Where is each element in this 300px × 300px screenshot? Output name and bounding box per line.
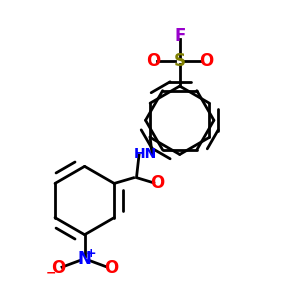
- Text: F: F: [174, 27, 185, 45]
- Text: S: S: [174, 52, 186, 70]
- Text: −: −: [46, 267, 56, 280]
- Text: +: +: [86, 247, 97, 260]
- Text: O: O: [51, 259, 65, 277]
- Text: O: O: [199, 52, 214, 70]
- Text: O: O: [150, 174, 164, 192]
- Text: HN: HN: [134, 148, 157, 161]
- Text: O: O: [104, 259, 118, 277]
- Text: N: N: [78, 250, 92, 268]
- Text: O: O: [146, 52, 160, 70]
